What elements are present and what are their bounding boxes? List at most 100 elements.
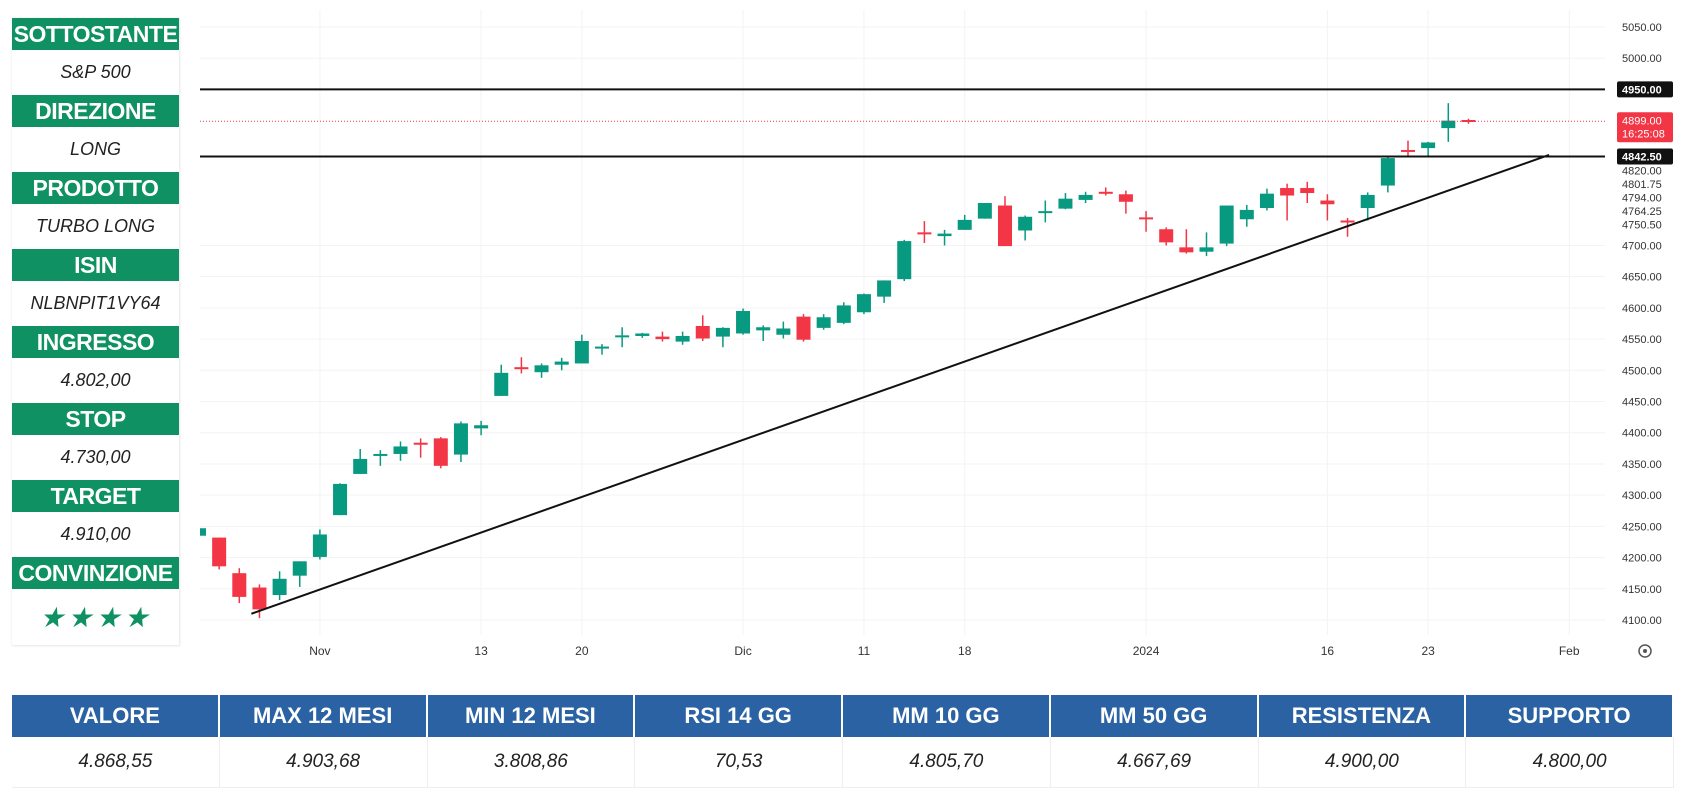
panel-label: CONVINZIONE <box>12 557 179 589</box>
candle-body <box>393 446 408 454</box>
x-tick-label: 16 <box>1321 644 1335 658</box>
candle-body <box>1038 211 1053 214</box>
y-tick-label: 4100.00 <box>1622 615 1662 627</box>
candle-body <box>1401 149 1415 152</box>
candle-body <box>917 232 932 235</box>
x-tick-label: 18 <box>958 644 972 658</box>
panel-label: PRODOTTO <box>12 172 179 204</box>
table-header: RSI 14 GG <box>635 695 843 737</box>
y-tick-label: 4350.00 <box>1622 459 1662 471</box>
x-tick-label: 2024 <box>1133 644 1160 658</box>
candle-body <box>595 346 609 349</box>
candle-body <box>856 294 871 313</box>
panel-value: LONG <box>12 127 179 172</box>
candle-body <box>373 453 388 456</box>
candle-body <box>1380 158 1395 186</box>
candle-body <box>232 573 247 597</box>
table-cell: 4.800,00 <box>1466 737 1674 788</box>
table-header: MM 50 GG <box>1050 695 1259 737</box>
y-tick-label: 4150.00 <box>1622 584 1662 596</box>
candle-body <box>776 328 791 335</box>
table-cell: 3.808,86 <box>427 737 636 788</box>
candle-body <box>1259 193 1274 209</box>
candle-body <box>1159 229 1174 243</box>
x-tick-label: Feb <box>1559 644 1580 658</box>
panel-label: STOP <box>12 403 179 435</box>
candle-body <box>1340 220 1355 223</box>
candle-body <box>715 327 730 337</box>
table-header: SUPPORTO <box>1466 695 1674 737</box>
y-tick-label: 4250.00 <box>1622 521 1662 533</box>
candle-body <box>353 458 368 474</box>
panel-value: TURBO LONG <box>12 204 179 249</box>
y-tick-label: 4450.00 <box>1622 397 1662 409</box>
candle-body <box>212 537 227 567</box>
candle-body <box>333 483 348 516</box>
candle-body <box>1320 200 1335 205</box>
candle-body <box>836 305 851 323</box>
candle-body <box>1239 209 1254 220</box>
y-price-label: 4764.25 <box>1622 206 1662 218</box>
candle-body <box>534 365 549 373</box>
candle-body <box>615 335 630 338</box>
x-tick-label: 13 <box>474 644 488 658</box>
panel-value: 4.910,00 <box>12 512 179 557</box>
candle-body <box>655 336 670 340</box>
level-label-box <box>1617 81 1673 98</box>
candle-body <box>1219 205 1234 244</box>
table-header: MAX 12 MESI <box>219 695 428 737</box>
level-label: 4842.50 <box>1622 152 1662 164</box>
level-label: 4950.00 <box>1622 84 1662 96</box>
table-header: MM 10 GG <box>843 695 1051 737</box>
y-tick-label: 4200.00 <box>1622 553 1662 565</box>
y-tick-label: 4550.00 <box>1622 334 1662 346</box>
y-tick-label: 4300.00 <box>1622 490 1662 502</box>
candle-body <box>413 442 428 445</box>
candle-body <box>695 325 710 339</box>
y-price-label: 4820.00 <box>1622 166 1662 178</box>
settings-gear-icon[interactable] <box>1638 644 1652 658</box>
candle-body <box>816 317 831 328</box>
x-tick-label: Dic <box>734 644 751 658</box>
candle-body <box>200 528 206 536</box>
table-header: VALORE <box>12 695 220 737</box>
candle-body <box>453 423 468 455</box>
y-price-label: 4794.00 <box>1622 193 1662 205</box>
candle-body <box>1118 194 1133 202</box>
rating-stars: ★★★★ <box>12 589 179 645</box>
table-cell: 70,53 <box>635 737 843 788</box>
trade-info-panel: SOTTOSTANTE S&P 500 DIREZIONE LONG PRODOTTO T… <box>12 18 180 646</box>
candle-body <box>957 219 972 230</box>
candle-body <box>796 316 811 340</box>
y-tick-label: 4650.00 <box>1622 272 1662 284</box>
candle-body <box>1441 120 1456 129</box>
panel-value: 4.802,00 <box>12 358 179 403</box>
panel-label: TARGET <box>12 480 179 512</box>
candles <box>200 103 1476 619</box>
x-tick-label: 23 <box>1421 644 1435 658</box>
x-tick-label: 20 <box>575 644 589 658</box>
candle-body <box>514 367 529 370</box>
level-label-box <box>1617 148 1673 165</box>
candle-body <box>1058 198 1073 209</box>
table-cell: 4.903,68 <box>219 737 428 788</box>
candle-body <box>433 438 448 466</box>
candlestick-chart: 5050.00 5000.00 4700.00 4650.00 4600.00 4550.… <box>200 10 1673 658</box>
candle-body <box>1360 194 1375 209</box>
candle-body <box>1300 188 1315 194</box>
candle-body <box>554 361 569 365</box>
panel-value: S&P 500 <box>12 50 179 95</box>
candle-body <box>736 311 751 334</box>
x-tick-label: 11 <box>858 644 871 658</box>
candle-body <box>272 578 287 596</box>
candle-body <box>998 205 1012 247</box>
support-trendline <box>251 154 1550 615</box>
table-cell: 4.900,00 <box>1258 737 1467 788</box>
table-cell: 4.868,55 <box>12 737 220 788</box>
panel-label: DIREZIONE <box>12 95 179 127</box>
y-tick-label: 4600.00 <box>1622 303 1662 315</box>
panel-label: INGRESSO <box>12 326 179 358</box>
candle-body <box>1179 247 1194 253</box>
last-price-label: 4899.00 <box>1622 115 1662 127</box>
gear-icon-ring <box>1638 644 1652 658</box>
